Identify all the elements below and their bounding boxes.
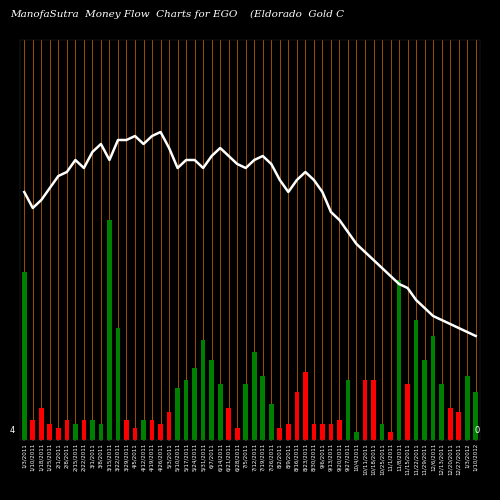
Bar — [39, 408, 44, 440]
Bar — [405, 384, 410, 440]
Bar — [474, 392, 478, 440]
Bar — [226, 408, 231, 440]
Bar — [22, 272, 26, 440]
Bar — [218, 384, 222, 440]
Bar — [30, 420, 35, 440]
Bar — [328, 424, 334, 440]
Bar — [184, 380, 188, 440]
Bar — [371, 380, 376, 440]
Bar — [312, 424, 316, 440]
Text: 4: 4 — [10, 426, 15, 435]
Bar — [337, 420, 342, 440]
Bar — [73, 424, 78, 440]
Bar — [260, 376, 265, 440]
Bar — [303, 372, 308, 440]
Bar — [269, 404, 274, 440]
Bar — [388, 432, 393, 440]
Bar — [201, 340, 205, 440]
Text: 0: 0 — [475, 426, 480, 435]
Bar — [252, 352, 256, 440]
Bar — [396, 280, 402, 440]
Bar — [235, 428, 240, 440]
Bar — [56, 428, 60, 440]
Bar — [82, 420, 86, 440]
Bar — [141, 420, 146, 440]
Bar — [64, 420, 69, 440]
Bar — [380, 424, 384, 440]
Bar — [48, 424, 52, 440]
Bar — [124, 420, 129, 440]
Bar — [431, 336, 436, 440]
Bar — [346, 380, 350, 440]
Bar — [90, 420, 95, 440]
Bar — [414, 320, 418, 440]
Bar — [354, 432, 359, 440]
Bar — [440, 384, 444, 440]
Bar — [244, 384, 248, 440]
Bar — [362, 380, 368, 440]
Bar — [320, 424, 325, 440]
Bar — [422, 360, 427, 440]
Bar — [192, 368, 197, 440]
Bar — [98, 424, 103, 440]
Bar — [465, 376, 469, 440]
Bar — [294, 392, 299, 440]
Text: ManofaSutra  Money Flow  Charts for EGO: ManofaSutra Money Flow Charts for EGO — [10, 10, 237, 19]
Bar — [448, 408, 452, 440]
Bar — [132, 428, 138, 440]
Bar — [456, 412, 461, 440]
Bar — [158, 424, 163, 440]
Text: (Eldorado  Gold C: (Eldorado Gold C — [250, 10, 344, 19]
Bar — [286, 424, 290, 440]
Bar — [176, 388, 180, 440]
Bar — [150, 420, 154, 440]
Bar — [116, 328, 120, 440]
Bar — [166, 412, 172, 440]
Bar — [210, 360, 214, 440]
Bar — [278, 428, 282, 440]
Bar — [107, 220, 112, 440]
